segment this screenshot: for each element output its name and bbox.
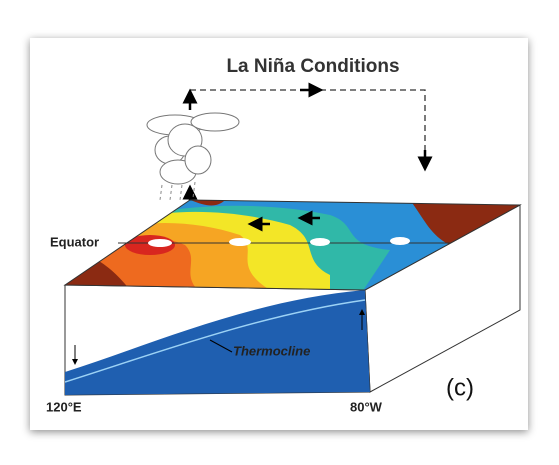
thermocline-label: Thermocline — [233, 343, 310, 358]
west-label: 120°E — [46, 399, 82, 414]
surface-outline — [63, 199, 522, 291]
panel-label: (c) — [446, 374, 474, 401]
title: La Niña Conditions — [226, 56, 399, 77]
leader-line — [209, 339, 233, 353]
rain — [159, 181, 196, 201]
east-label: 80°W — [350, 399, 383, 414]
cloud — [146, 112, 240, 185]
equator-label: Equator — [50, 234, 99, 249]
thermocline-layer — [65, 290, 370, 395]
